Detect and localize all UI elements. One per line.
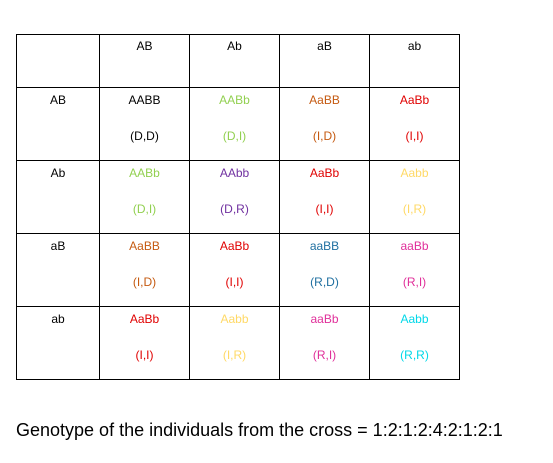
row-label: aB [50,239,66,253]
row-label: AB [49,93,66,107]
row-header-cell: Ab [16,160,100,234]
header-cell: ab [369,34,460,88]
table-row: ab AaBb (I,I) Aabb (I,R) aaBb (R,I) Aabb (R,… [16,306,460,380]
phenotype-text: (R,I) [312,348,337,362]
genotype-cell: Aabb (R,R) [369,306,460,380]
phenotype-text: (I,D) [312,129,337,143]
genotype-text: AaBb [219,239,250,253]
genotype-text: AaBb [309,166,340,180]
phenotype-text: (D,D) [130,129,159,143]
row-header-cell: AB [16,87,100,161]
row-header-cell: aB [16,233,100,307]
header-label: ab [407,39,422,53]
phenotype-text: (D,I) [132,202,157,216]
genotype-text: AaBb [399,93,430,107]
genotype-text: AaBB [129,239,160,253]
header-cell: Ab [189,34,280,88]
phenotype-text: (R,D) [310,275,339,289]
genotype-cell: Aabb (I,R) [189,306,280,380]
genotype-text: Aabb [400,166,429,180]
genotype-cell: AaBb (I,I) [369,87,460,161]
row-label: Ab [50,166,66,180]
phenotype-text: (I,I) [225,275,244,289]
genotype-text: aaBb [400,239,429,253]
phenotype-text: (R,R) [400,348,429,362]
genotype-text: Aabb [400,312,429,326]
genotype-cell: AaBb (I,I) [279,160,370,234]
genotype-cell: AAbb (D,R) [189,160,280,234]
genotype-ratio-caption: Genotype of the individuals from the cro… [16,420,503,440]
header-label: Ab [227,39,242,53]
genotype-cell: aaBb (R,I) [369,233,460,307]
genotype-cell: aaBB (R,D) [279,233,370,307]
genotype-cell: AaBB (I,D) [99,233,190,307]
genotype-cell: AABB (D,D) [99,87,190,161]
phenotype-text: (D,I) [222,129,247,143]
row-header-cell: ab [16,306,100,380]
corner-cell [16,34,100,88]
genotype-cell: AABb (D,I) [189,87,280,161]
genotype-cell: AaBb (I,I) [189,233,280,307]
genotype-text: AaBB [309,93,340,107]
punnett-square: AB Ab aB ab AB AABB (D,D) AABb (D,I) AaBB (… [16,34,460,380]
phenotype-text: (D,R) [220,202,249,216]
genotype-text: AaBb [129,312,160,326]
header-label: AB [136,39,153,53]
phenotype-text: (I,I) [405,129,424,143]
header-cell: AB [99,34,190,88]
genotype-text: aaBB [309,239,340,253]
table-row: AB AABB (D,D) AABb (D,I) AaBB (I,D) AaBb (I,… [16,87,460,161]
header-label: aB [317,39,332,53]
genotype-text: AABb [129,166,160,180]
table-row: Ab AABb (D,I) AAbb (D,R) AaBb (I,I) Aabb (I,… [16,160,460,234]
genotype-text: Aabb [220,312,249,326]
genotype-text: AABB [128,93,161,107]
phenotype-text: (I,R) [222,348,247,362]
phenotype-text: (I,D) [132,275,157,289]
genotype-cell: AaBb (I,I) [99,306,190,380]
genotype-text: AAbb [219,166,250,180]
genotype-cell: AABb (D,I) [99,160,190,234]
table-row: aB AaBB (I,D) AaBb (I,I) aaBB (R,D) aaBb (R,… [16,233,460,307]
genotype-cell: Aabb (I,R) [369,160,460,234]
phenotype-text: (I,I) [315,202,334,216]
genotype-text: AABb [219,93,250,107]
phenotype-text: (I,I) [135,348,154,362]
phenotype-text: (R,I) [402,275,427,289]
genotype-cell: AaBB (I,D) [279,87,370,161]
genotype-text: aaBb [310,312,339,326]
row-label: ab [51,312,65,326]
header-row: AB Ab aB ab [16,34,460,88]
phenotype-text: (I,R) [402,202,427,216]
header-cell: aB [279,34,370,88]
genotype-cell: aaBb (R,I) [279,306,370,380]
